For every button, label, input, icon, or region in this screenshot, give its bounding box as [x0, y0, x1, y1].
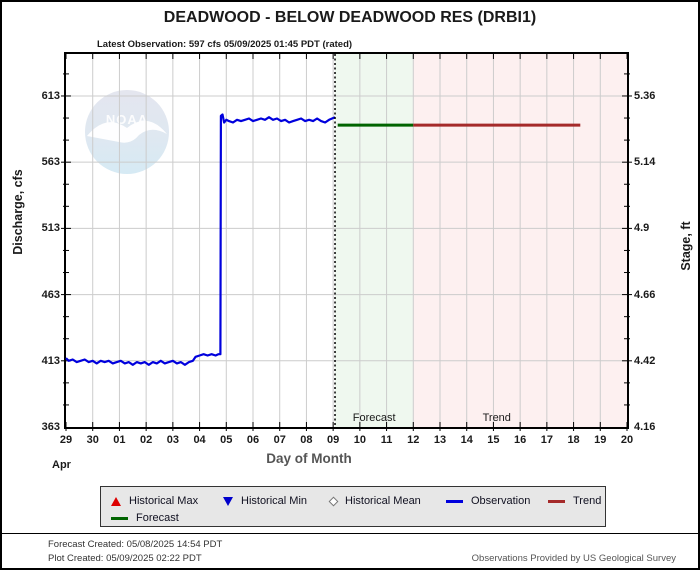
- legend-item-forecast: Forecast: [111, 511, 179, 525]
- y-left-tick-label: 413: [41, 354, 60, 367]
- dark-red-line-icon: [548, 499, 565, 503]
- x-tick-label: 06: [246, 434, 260, 446]
- y-left-tick-label: 363: [41, 421, 60, 433]
- y-right-tick-label: 5.36: [634, 89, 656, 102]
- x-tick-label: 04: [193, 434, 206, 446]
- footer-provider: Observations Provided by US Geological S…: [471, 553, 676, 564]
- noaa-logo-text: NOAA: [106, 112, 148, 127]
- x-tick-label: 07: [273, 434, 286, 446]
- y-axis-title-discharge: Discharge, cfs: [11, 169, 25, 255]
- x-tick-label: 09: [327, 434, 340, 446]
- x-tick-label: 19: [594, 434, 607, 446]
- trend-region-label: Trend: [482, 412, 511, 424]
- y-right-tick-label: 5.14: [634, 156, 656, 169]
- legend-label: Observation: [471, 495, 531, 507]
- x-tick-label: 29: [59, 434, 73, 446]
- x-tick-label: 02: [140, 434, 153, 446]
- legend-item-historical-mean: Historical Mean: [328, 494, 421, 508]
- legend-label: Historical Mean: [345, 495, 421, 507]
- y-left-tick-label: 613: [41, 89, 60, 102]
- triangle-down-icon: [223, 496, 233, 506]
- diamond-icon: [328, 496, 339, 506]
- x-axis-title: Day of Month: [266, 451, 352, 466]
- x-tick-label: 15: [487, 434, 500, 446]
- legend-label: Historical Max: [129, 495, 199, 507]
- x-tick-label: 16: [514, 434, 527, 446]
- y-right-tick-label: 4.16: [634, 421, 656, 433]
- footer-plot-created: Plot Created: 05/09/2025 02:22 PDT: [48, 553, 202, 564]
- x-tick-label: 01: [113, 434, 126, 446]
- x-tick-label: 18: [567, 434, 580, 446]
- legend-label: Forecast: [136, 512, 179, 524]
- footer-divider: [2, 533, 698, 534]
- legend-label: Trend: [573, 495, 602, 507]
- forecast-region-label: Forecast: [352, 412, 396, 424]
- x-tick-label: 03: [166, 434, 179, 446]
- x-tick-label: 10: [353, 434, 366, 446]
- y-left-tick-label: 513: [41, 222, 60, 235]
- plot-area: NOAA Forecast Trend: [61, 52, 632, 431]
- x-tick-label: 13: [433, 434, 447, 446]
- legend-label: Historical Min: [241, 495, 308, 507]
- y-axis-title-stage: Stage, ft: [679, 221, 693, 271]
- latest-observation-text: Latest Observation: 597 cfs 05/09/2025 0…: [97, 39, 353, 50]
- x-tick-label: 11: [380, 434, 393, 446]
- footer-forecast-created: Forecast Created: 05/08/2025 14:54 PDT: [48, 539, 223, 550]
- legend: Historical Max Historical Min Historical…: [100, 486, 606, 527]
- noaa-bird-icon: [87, 120, 167, 143]
- observation-line: [65, 113, 336, 366]
- forecast-region: [335, 54, 414, 427]
- x-tick-label: 08: [300, 434, 313, 446]
- y-left-tick-label: 563: [41, 156, 60, 169]
- green-line-icon: [111, 516, 128, 520]
- legend-item-historical-max: Historical Max: [111, 494, 198, 508]
- triangle-up-icon: [111, 496, 121, 506]
- legend-item-trend: Trend: [548, 494, 601, 508]
- x-tick-label: 20: [620, 434, 634, 446]
- month-label: Apr: [52, 459, 71, 471]
- x-tick-label: 30: [86, 434, 99, 446]
- y-right-tick-label: 4.66: [634, 288, 656, 301]
- noaa-logo-watermark: NOAA: [85, 90, 169, 174]
- blue-line-icon: [446, 499, 463, 503]
- x-tick-label: 17: [540, 434, 553, 446]
- x-tick-label: 05: [220, 434, 233, 446]
- legend-item-historical-min: Historical Min: [223, 494, 307, 508]
- page-title: DEADWOOD - BELOW DEADWOOD RES (DRBI1): [163, 9, 537, 26]
- plot-canvas: NOAA: [61, 54, 632, 431]
- x-tick-label: 14: [460, 434, 473, 446]
- y-left-tick-label: 463: [41, 288, 60, 301]
- x-tick-label: 12: [407, 434, 420, 446]
- y-right-tick-label: 4.9: [634, 222, 650, 235]
- legend-item-observation: Observation: [446, 494, 530, 508]
- y-right-tick-label: 4.42: [634, 354, 656, 367]
